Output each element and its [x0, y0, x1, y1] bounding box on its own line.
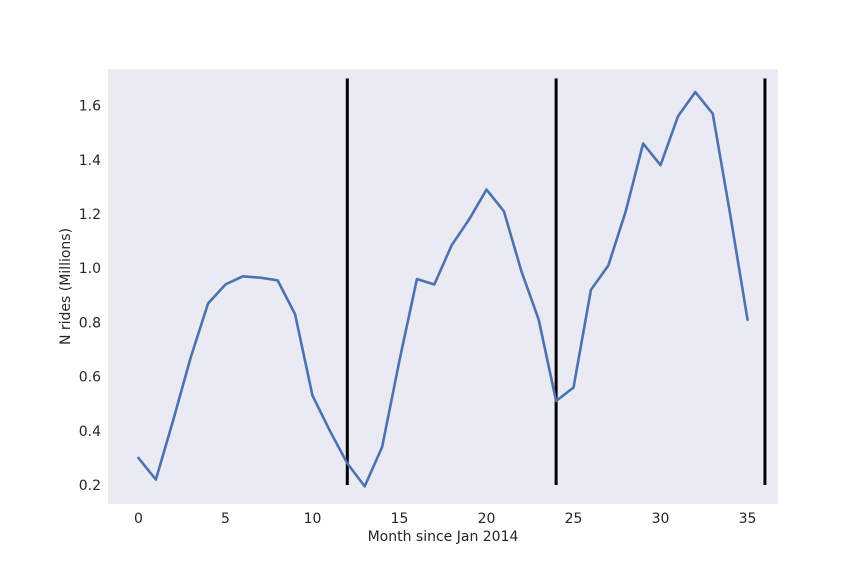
y-tick-label-7: 1.6: [79, 99, 101, 115]
plot-area-background: [108, 69, 778, 504]
x-tick-label-0: 0: [134, 511, 143, 527]
x-tick-label-20: 20: [478, 511, 496, 527]
y-tick-label-2: 0.6: [79, 370, 101, 386]
y-tick-label-6: 1.4: [79, 153, 101, 169]
series-group: [137, 90, 749, 488]
y-tick-label-5: 1.2: [79, 207, 101, 223]
x-tick-label-35: 35: [739, 511, 757, 527]
y-tick-label-3: 0.8: [79, 315, 101, 331]
year-divider-lines: [345, 78, 767, 486]
y-axis-ticks: 0.2 0.4 0.6 0.8 1.0 1.2 1.4 1.6: [79, 99, 101, 494]
y-tick-label-0: 0.2: [79, 478, 101, 494]
x-axis-label: Month since Jan 2014: [368, 529, 519, 545]
x-tick-label-10: 10: [304, 511, 322, 527]
y-tick-label-4: 1.0: [79, 261, 101, 277]
y-axis-label: N rides (Millions): [58, 228, 74, 345]
x-tick-label-15: 15: [391, 511, 409, 527]
x-tick-label-25: 25: [565, 511, 583, 527]
x-tick-label-30: 30: [652, 511, 670, 527]
series-line-0: [137, 90, 749, 488]
y-tick-label-1: 0.4: [79, 424, 101, 440]
x-tick-label-5: 5: [221, 511, 230, 527]
x-axis-ticks: 0 5 10 15 20 25 30 35: [134, 511, 756, 527]
